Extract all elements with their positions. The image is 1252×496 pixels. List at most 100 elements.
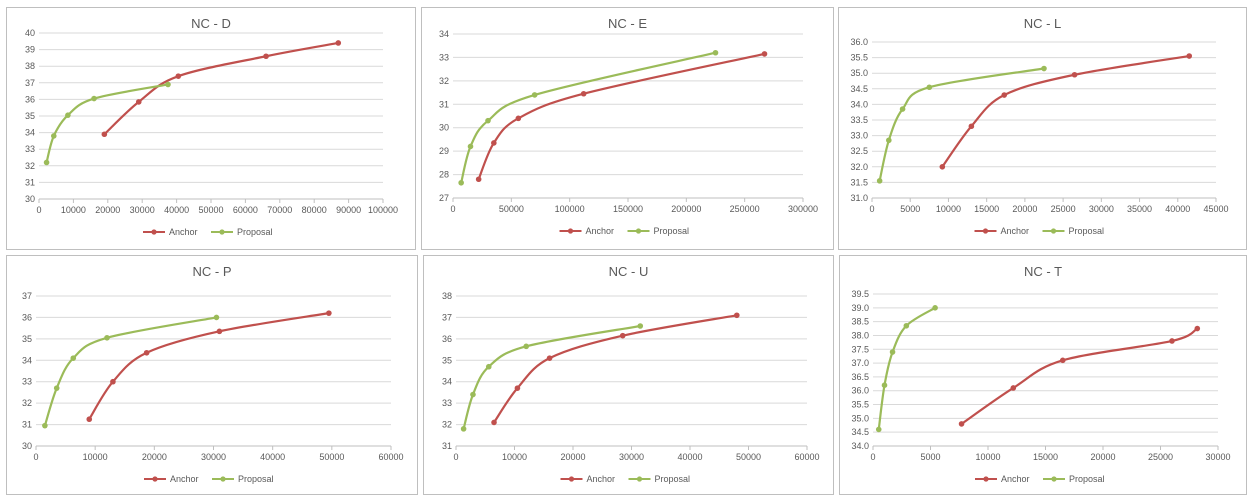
series-line-anchor [88,312,330,420]
data-point-anchor [101,131,108,138]
chart-nc-e: NC - E 27 28 29 30 31 32 33 34 0 50000 100000 150000… [439,16,818,236]
y-tick-label: 37 [25,78,35,88]
data-point-anchor [143,349,150,356]
y-tick-label: 28 [439,170,449,180]
data-point-anchor [1194,325,1201,332]
x-tick-label: 200000 [671,204,701,214]
y-tick-label: 34 [442,377,452,387]
y-tick-label: 38.0 [851,330,869,340]
data-point-proposal [485,363,492,370]
x-tick-label: 45000 [1203,204,1228,214]
x-tick-label: 0 [869,204,874,214]
data-point-anchor [734,312,740,319]
chart-panel-nc-t: NC - T 34.0 34.5 35.0 35.5 36.0 36.5 37.0 37.5 38… [839,255,1247,495]
legend-label-anchor: Anchor [169,227,198,237]
data-point-proposal [213,314,220,321]
x-tick-label: 40000 [260,452,285,462]
x-tick-label: 10000 [61,205,86,215]
y-tick-label: 33.5 [850,115,868,125]
y-tick-label: 31.0 [850,193,868,203]
x-tick-label: 10000 [83,452,108,462]
legend-label-proposal: Proposal [654,226,690,236]
x-tick-label: 40000 [677,452,702,462]
legend-label-anchor: Anchor [1001,474,1030,484]
x-tick-label: 10000 [502,452,527,462]
y-tick-label: 31.5 [850,177,868,187]
y-tick-label: 35.5 [850,53,868,63]
series-line-anchor [477,52,765,180]
data-point-anchor [263,53,269,60]
legend-label-anchor: Anchor [587,474,616,484]
data-point-anchor [580,90,587,97]
data-point-proposal [91,95,97,102]
x-tick-label: 50000 [499,204,524,214]
y-tick-label: 40 [25,28,35,38]
y-tick-label: 38 [25,61,35,71]
y-tick-label: 37 [442,312,452,322]
data-point-anchor [335,40,342,46]
y-tick-label: 32.5 [850,146,868,156]
data-point-proposal [43,159,50,166]
y-tick-label: 32 [22,398,32,408]
y-tick-label: 39.5 [851,289,869,299]
y-tick-label: 32.0 [850,162,868,172]
y-tick-label: 31 [439,99,449,109]
x-tick-label: 50000 [198,205,223,215]
legend-marker-proposal [635,228,642,234]
data-point-anchor [968,123,975,130]
y-tick-label: 36.0 [851,386,869,396]
data-point-anchor [86,416,93,423]
y-tick-label: 33 [22,377,32,387]
data-point-anchor [475,176,482,183]
x-tick-label: 20000 [95,205,120,215]
y-tick-label: 38 [442,291,452,301]
data-point-proposal [65,112,71,118]
x-tick-label: 250000 [730,204,760,214]
y-tick-label: 35 [25,111,35,121]
legend-marker-proposal [1050,228,1057,234]
data-point-anchor [491,140,497,146]
data-point-proposal [460,426,467,432]
series-line-anchor [103,41,339,136]
data-point-proposal [889,349,896,355]
x-tick-label: 30000 [1205,452,1230,462]
legend-marker-proposal [636,476,643,482]
legend-marker-anchor [568,476,575,482]
data-point-anchor [1169,338,1175,344]
chart-panel-nc-e: NC - E 27 28 29 30 31 32 33 34 0 50000 100000 150000… [421,7,834,250]
y-tick-label: 34.5 [851,427,869,437]
y-tick-label: 34 [25,128,35,138]
data-point-anchor [491,419,497,426]
y-tick-label: 36 [442,334,452,344]
data-point-proposal [42,422,48,429]
legend-marker-anchor [152,476,158,482]
x-tick-label: 10000 [975,452,1000,462]
x-tick-label: 0 [33,452,38,462]
x-tick-label: 50000 [736,452,761,462]
series-line-anchor [960,327,1198,425]
data-point-anchor [216,328,223,335]
data-point-proposal [485,117,491,124]
x-tick-label: 30000 [619,452,644,462]
data-point-anchor [175,73,182,79]
data-point-anchor [515,115,522,122]
series-line-proposal [462,324,641,430]
y-tick-label: 35.5 [851,400,869,410]
chart-title: NC - D [191,16,231,31]
chart-title: NC - P [193,264,232,279]
data-point-proposal [70,355,77,361]
y-tick-label: 30 [22,441,32,451]
data-point-proposal [712,49,719,56]
y-tick-label: 33 [442,398,452,408]
data-point-anchor [1059,357,1066,364]
x-tick-label: 15000 [1033,452,1058,462]
data-point-anchor [761,51,768,57]
y-tick-label: 38.5 [851,317,869,327]
y-tick-label: 34.0 [850,99,868,109]
series-line-anchor [493,314,737,424]
x-tick-label: 5000 [900,204,920,214]
y-tick-label: 36 [25,94,35,104]
y-tick-label: 32 [442,420,452,430]
legend-label-proposal: Proposal [655,474,691,484]
data-point-anchor [1186,53,1193,59]
